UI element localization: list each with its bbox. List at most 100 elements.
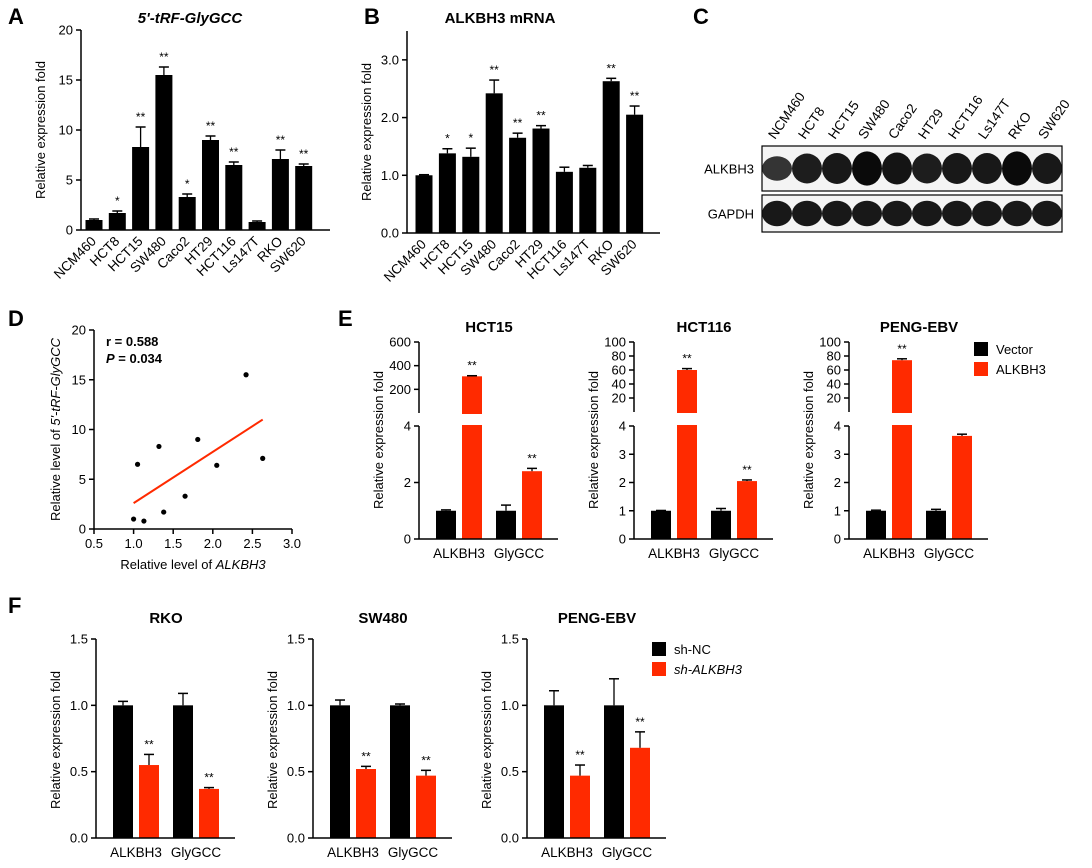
chart-y-tick-label-2: 1.0	[70, 698, 88, 713]
significance-RKO: **	[276, 133, 286, 147]
y-tick-label-upper-2: 60	[612, 363, 626, 378]
chart-a: 5'-tRF-GlyGCC Relative expression fold 0 5 1…	[33, 10, 330, 282]
y-tick-label-lower-2: 2	[619, 475, 626, 490]
y-axis-label: Relative expression fold	[265, 671, 280, 809]
blot-band-ALKBH3-HCT116	[942, 153, 972, 184]
x-tick-label-GlyGCC: GlyGCC	[924, 546, 975, 561]
bar-HCT8	[108, 213, 126, 230]
x-tick-label-4: 2.5	[243, 536, 261, 551]
bar-RKO	[271, 159, 289, 230]
blot-band-ALKBH3-RKO	[1002, 151, 1032, 186]
y-tick-label-lower-0: 0	[404, 532, 411, 547]
chart-y-tick-label-0: 0.0	[381, 226, 399, 241]
y-tick-label-2: 10	[72, 422, 86, 437]
blot-band-ALKBH3-Ls147T	[972, 153, 1002, 184]
significance-ALKBH3: **	[361, 749, 371, 763]
bar-ALKBH3-ALKBH3	[677, 370, 697, 539]
legend-swatch-sh-ALKBH3	[652, 662, 666, 676]
x-tick-label-2: 1.5	[164, 536, 182, 551]
x-tick-label-GlyGCC: GlyGCC	[494, 546, 545, 561]
legend-swatch-sh-NC	[652, 642, 666, 656]
x-tick-label-ALKBH3: ALKBH3	[110, 845, 162, 860]
x-tick-label-0: 0.5	[85, 536, 103, 551]
chart-y-tick-label-1: 0.5	[501, 764, 519, 779]
bar-GlyGCC-ALKBH3	[737, 481, 757, 539]
chart-y-tick-label-2: 1.0	[287, 698, 305, 713]
x-tick-label-5: 3.0	[283, 536, 301, 551]
chart-y-tick-label-0: 0.0	[501, 831, 519, 846]
chart-y-tick-label-0: 0.0	[70, 831, 88, 846]
significance-GlyGCC: **	[421, 753, 431, 767]
y-tick-label-lower-3: 3	[619, 447, 626, 462]
x-tick-label-GlyGCC: GlyGCC	[171, 845, 222, 860]
y-tick-label-lower-4: 4	[834, 419, 841, 434]
significance-RKO: **	[607, 61, 617, 75]
y-tick-label-upper-4: 100	[819, 335, 841, 350]
y-tick-label-lower-0: 0	[619, 532, 626, 547]
chart-e-peng-ebv: PENG-EBV Relative expression fold 0 1 2 3 4 204…	[801, 319, 1046, 561]
bar-GlyGCC-sh-NC	[173, 705, 193, 838]
significance-ALKBH3: **	[897, 342, 907, 356]
y-tick-label-upper-0: 200	[389, 382, 411, 397]
bar-HT29	[202, 140, 219, 230]
y-tick-label-upper-0: 20	[612, 391, 626, 406]
bar-GlyGCC-sh-ALKBH3	[630, 747, 650, 838]
bar-SW620	[626, 114, 644, 233]
blot-band-GAPDH-HCT15	[822, 200, 852, 227]
legend-label-sh-NC: sh-NC	[674, 642, 711, 657]
scatter-point-5	[182, 493, 188, 499]
y-tick-label-upper-1: 40	[612, 377, 626, 392]
y-tick-label-1: 5	[79, 472, 86, 487]
x-tick-label-3: 2.0	[204, 536, 222, 551]
scatter-point-0	[131, 516, 137, 522]
bar-HCT116	[225, 165, 243, 230]
x-tick-label-GlyGCC: GlyGCC	[709, 546, 760, 561]
bar-GlyGCC-sh-ALKBH3	[416, 775, 436, 838]
blot-band-ALKBH3-Caco2	[882, 152, 912, 185]
chart-e-hct116: HCT116 Relative expression fold 0 1 2 3 4 20406…	[586, 319, 774, 561]
chart-title: HCT116	[676, 319, 731, 336]
chart-y-tick-label-0: 0	[66, 223, 73, 238]
y-tick-label-upper-1: 400	[389, 358, 411, 373]
blot-band-GAPDH-HCT8	[792, 200, 822, 227]
x-tick-label-ALKBH3: ALKBH3	[327, 845, 379, 860]
chart-title: SW480	[358, 610, 407, 627]
bar-GlyGCC-ALKBH3	[522, 471, 542, 539]
blot-band-ALKBH3-HCT8	[792, 153, 822, 184]
chart-y-tick-label-3: 1.5	[70, 632, 88, 647]
y-tick-label-lower-2: 2	[834, 475, 841, 490]
panel-label-e: E	[338, 306, 353, 331]
legend-label-sh-ALKBH3: sh-ALKBH3	[674, 662, 743, 677]
chart-y-tick-label-3: 3.0	[381, 52, 399, 67]
y-tick-label-upper-0: 20	[827, 391, 841, 406]
y-axis-label: Relative expression fold	[48, 671, 63, 809]
panel-label-f: F	[8, 593, 21, 618]
bar-NCM460	[415, 175, 433, 233]
chart-title: PENG-EBV	[880, 319, 958, 336]
y-axis-label: Relative expression fold	[479, 671, 494, 809]
y-axis-label: Relative expression fold	[801, 371, 816, 509]
x-tick-label-ALKBH3: ALKBH3	[863, 546, 915, 561]
chart-y-tick-label-3: 1.5	[501, 632, 519, 647]
y-tick-label-lower-2: 4	[404, 419, 411, 434]
chart-y-tick-label-3: 15	[59, 73, 73, 88]
chart-y-tick-label-3: 1.5	[287, 632, 305, 647]
y-tick-label-upper-4: 100	[604, 335, 626, 350]
bar-GlyGCC-ALKBH3	[952, 435, 972, 539]
bar-HCT15	[462, 156, 480, 233]
chart-y-tick-label-2: 10	[59, 123, 73, 138]
chart-f-peng-ebv: PENG-EBV Relative expression fold 0.0 0.5 1.…	[479, 610, 743, 860]
blot-band-ALKBH3-SW620	[1032, 153, 1062, 184]
y-tick-label-4: 20	[72, 323, 86, 338]
blot-lane-label-RKO: RKO	[1005, 109, 1034, 142]
panel-label-c: C	[693, 4, 709, 29]
bar-SW480	[155, 75, 173, 230]
bar-ALKBH3-sh-NC	[113, 705, 133, 838]
significance-HCT116: **	[229, 145, 239, 159]
significance-SW480: **	[159, 50, 169, 64]
significance-ALKBH3: **	[467, 359, 477, 373]
x-axis-label-gene: ALKBH3	[215, 557, 267, 572]
scatter-point-8	[243, 372, 249, 378]
significance-GlyGCC: **	[635, 715, 645, 729]
